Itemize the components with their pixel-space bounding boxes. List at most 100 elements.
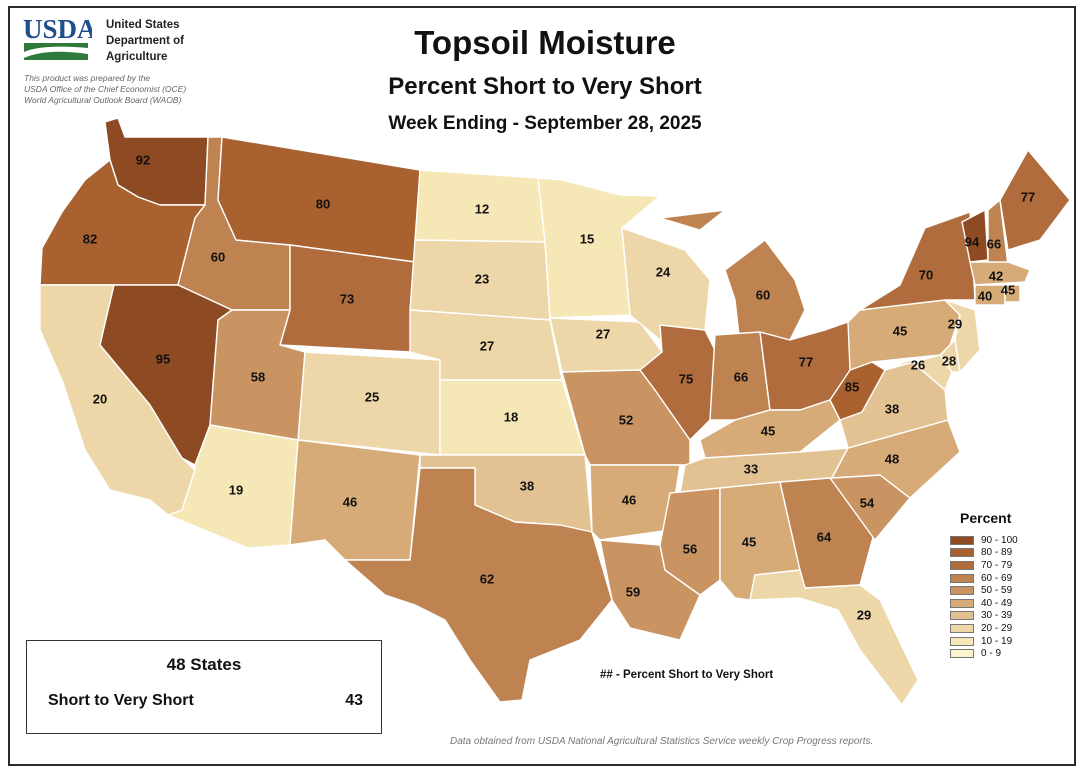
legend-swatch (950, 548, 974, 558)
state-value-md: 26 (911, 357, 925, 372)
state-value-ct: 40 (978, 288, 992, 303)
legend-row: 40 - 49 (950, 597, 1018, 610)
state-value-ca: 20 (93, 391, 107, 406)
state-value-ga: 64 (817, 529, 832, 544)
week-ending: Week Ending - September 28, 2025 (388, 113, 702, 134)
legend-row: 10 - 19 (950, 635, 1018, 648)
legend-swatch (950, 611, 974, 621)
legend-row: 20 - 29 (950, 622, 1018, 635)
state-value-il: 75 (679, 371, 693, 386)
state-value-or: 82 (83, 231, 97, 246)
state-value-al: 45 (742, 534, 756, 549)
state-mi (659, 209, 806, 346)
state-md (884, 354, 953, 391)
state-il (639, 324, 716, 441)
state-value-wy: 73 (340, 291, 354, 306)
legend-swatch (950, 598, 974, 608)
usda-logo-text: USDA (23, 14, 92, 44)
legend-title: Percent (960, 510, 1012, 526)
state-value-ky: 45 (761, 423, 775, 438)
state-ny (859, 211, 976, 311)
legend-swatch (950, 535, 974, 545)
state-value-ks: 18 (504, 409, 518, 424)
legend-swatch (950, 586, 974, 596)
legend-label: 40 - 49 (981, 597, 1013, 609)
legend-label: 90 - 100 (981, 534, 1018, 546)
state-value-ny: 70 (919, 267, 933, 282)
department-line: Agriculture (106, 51, 168, 63)
state-ct (974, 284, 1006, 306)
state-nj (944, 299, 981, 373)
state-value-wa: 92 (136, 152, 150, 167)
credit-line: World Agricultural Outlook Board (WAOB) (24, 95, 182, 105)
state-value-mo: 52 (619, 412, 633, 427)
state-ri (1004, 284, 1021, 303)
state-fl (749, 569, 919, 706)
state-value-me: 77 (1021, 189, 1035, 204)
state-value-id: 60 (211, 249, 225, 264)
state-value-mn: 15 (580, 231, 594, 246)
legend-label: 20 - 29 (981, 622, 1013, 634)
source-note: Data obtained from USDA National Agricul… (450, 736, 874, 747)
state-wy (279, 244, 416, 353)
credit-note: This product was prepared by the USDA Of… (24, 73, 186, 106)
state-value-ri: 45 (1001, 282, 1015, 297)
state-value-wv: 85 (845, 379, 859, 394)
state-value-co: 25 (365, 389, 379, 404)
state-value-wi: 24 (656, 264, 671, 279)
state-value-ne: 27 (480, 338, 494, 353)
credit-line: USDA Office of the Chief Economist (OCE) (24, 84, 187, 94)
state-value-az: 19 (229, 482, 243, 497)
state-tx (344, 467, 613, 703)
state-value-ms: 56 (683, 541, 697, 556)
state-value-ut: 58 (251, 369, 265, 384)
state-value-nh: 66 (987, 236, 1001, 251)
map-note: ## - Percent Short to Very Short (600, 669, 774, 681)
state-value-pa: 45 (893, 323, 907, 338)
state-value-nc: 48 (885, 451, 899, 466)
department-line: Department of (106, 35, 184, 47)
legend-row: 80 - 89 (950, 547, 1018, 560)
legend-swatch (950, 623, 974, 633)
state-value-oh: 77 (799, 354, 813, 369)
state-value-ia: 27 (596, 326, 610, 341)
state-value-nd: 12 (475, 201, 489, 216)
legend-row: 50 - 59 (950, 584, 1018, 597)
state-value-nm: 46 (343, 494, 357, 509)
summary-box: 48 States Short to Very Short 43 (26, 640, 382, 734)
state-value-nv: 95 (156, 351, 170, 366)
state-ma (969, 261, 1031, 286)
state-value-fl: 29 (857, 607, 871, 622)
state-value-la: 59 (626, 584, 640, 599)
state-value-tn: 33 (744, 461, 758, 476)
legend-label: 30 - 39 (981, 610, 1013, 622)
legend-row: 70 - 79 (950, 559, 1018, 572)
state-value-ma: 42 (989, 268, 1003, 283)
legend-label: 60 - 69 (981, 572, 1013, 584)
state-value-ar: 46 (622, 492, 636, 507)
state-value-tx: 62 (480, 571, 494, 586)
legend-swatch (950, 573, 974, 583)
legend-label: 0 - 9 (981, 648, 1002, 660)
state-value-va: 38 (885, 401, 899, 416)
legend-row: 30 - 39 (950, 610, 1018, 623)
usda-logo: USDA (23, 14, 92, 60)
legend-swatch (950, 560, 974, 570)
map-title: Topsoil Moisture (414, 24, 676, 61)
state-ar (589, 464, 681, 541)
legend-row: 60 - 69 (950, 572, 1018, 585)
legend-label: 80 - 89 (981, 547, 1013, 559)
legend: 90 - 100 80 - 89 70 - 79 60 - 69 50 - 59 40 -… (950, 534, 1018, 660)
state-value-ok: 38 (520, 478, 534, 493)
state-value-mi: 60 (756, 287, 770, 302)
state-value-nj: 29 (948, 316, 962, 331)
state-value-in: 66 (734, 369, 748, 384)
summary-heading: 48 States (166, 655, 242, 674)
summary-label: Short to Very Short (48, 692, 194, 709)
state-value-vt: 94 (965, 234, 980, 249)
legend-label: 10 - 19 (981, 635, 1013, 647)
map-subtitle: Percent Short to Very Short (388, 73, 702, 100)
summary-value: 43 (345, 692, 363, 709)
legend-row: 90 - 100 (950, 534, 1018, 547)
